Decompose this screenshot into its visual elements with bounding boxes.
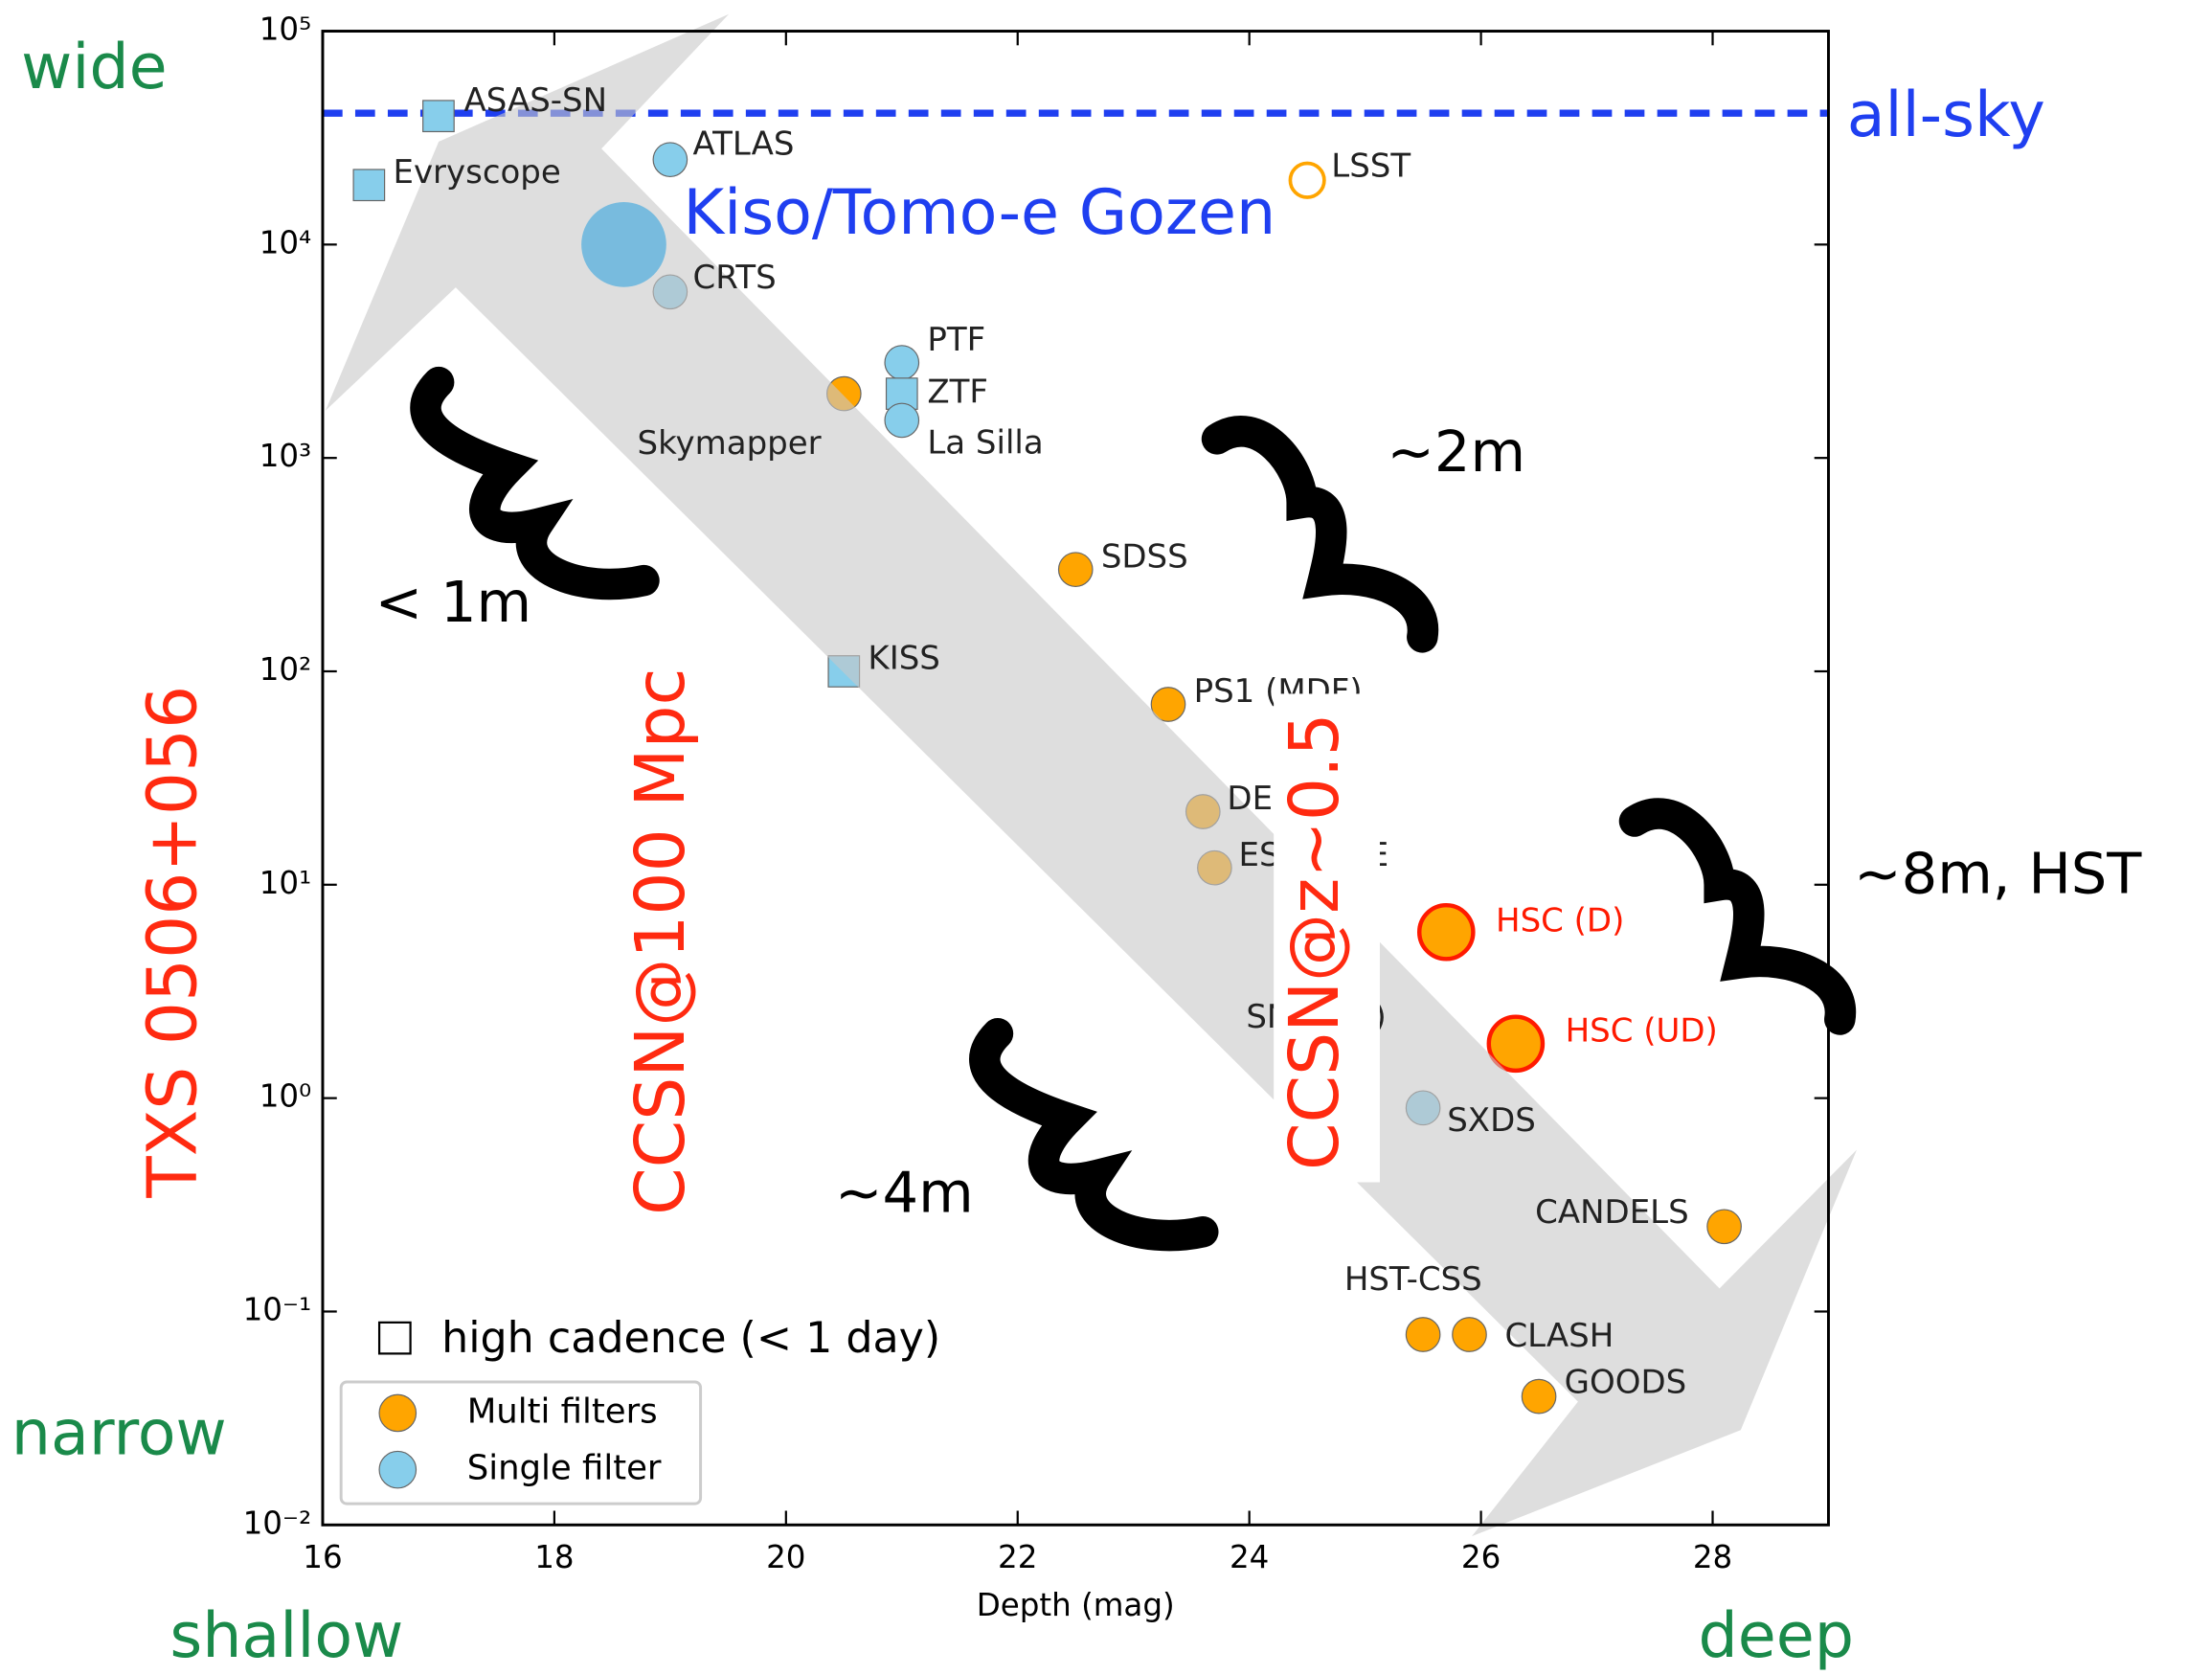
point-label: Evryscope [393,153,560,192]
point-label: ZTF [927,373,988,412]
point [653,143,687,176]
annotation: ~2m [1387,419,1525,485]
point-label: ASAS-SN [464,81,608,120]
all-sky-label: all-sky [1847,79,2045,151]
annotation: shallow [169,1600,403,1672]
point-label: Kiso/Tomo-e Gozen [684,177,1276,249]
point-label: Skymapper [638,424,822,463]
point-label: ATLAS [693,124,795,163]
legend-marker [379,1451,416,1487]
y-tick-label: 10⁻¹ [243,1291,312,1327]
y-tick-label: 10⁻² [243,1505,312,1541]
point-label: CLASH [1504,1317,1614,1355]
y-tick-label: 10² [260,651,311,688]
point [1707,1210,1741,1243]
cadence-icon [379,1323,411,1354]
legend-marker [379,1394,416,1431]
point [1522,1379,1555,1413]
point-label: CRTS [693,259,777,297]
y-tick-label: 10¹ [260,865,311,901]
point-label: PTF [927,321,985,359]
annotation: CCSN@100 Mpc [621,668,700,1214]
squiggle [984,1033,1203,1235]
point [353,170,385,201]
point-label: KISS [868,640,939,678]
point-label: La Silla [927,424,1043,463]
point-label: SXDS [1447,1101,1536,1140]
point [1419,905,1473,959]
cadence-note: high cadence (< 1 day) [441,1314,940,1363]
point [1453,1318,1486,1351]
legend-label: Multi filters [467,1392,658,1431]
point-label: CANDELS [1535,1193,1689,1232]
point [885,403,918,437]
x-tick-label: 22 [998,1539,1037,1575]
point-label: SDSS [1101,537,1188,576]
point [885,346,918,379]
x-tick-label: 26 [1461,1539,1501,1575]
point [1406,1318,1439,1351]
x-tick-label: 18 [534,1539,574,1575]
annotation: CCSN@z~0.5 [1275,713,1354,1170]
annotation: ~8m, HST [1854,841,2142,907]
point [423,101,455,132]
point [1058,553,1092,586]
y-tick-label: 10⁴ [260,224,311,260]
annotation: narrow [11,1398,227,1470]
page: {"chart_data": { "type": "scatter", "xla… [0,0,2212,1675]
point-label: GOODS [1565,1363,1687,1401]
x-axis-label: Depth (mag) [977,1587,1175,1623]
x-tick-label: 20 [766,1539,805,1575]
annotation: deep [1699,1600,1855,1672]
point-label: LSST [1331,147,1411,185]
y-tick-label: 10⁰ [260,1078,311,1115]
y-tick-label: 10⁵ [260,11,311,48]
point-label: HSC (D) [1496,901,1624,939]
annotation: < 1m [375,569,531,635]
point [1290,164,1323,197]
x-tick-label: 28 [1693,1539,1732,1575]
legend-label: Single filter [467,1449,662,1488]
point-label: HST-CSS [1344,1260,1482,1299]
x-tick-label: 16 [303,1539,342,1575]
annotation: TXS 0506+056 [132,686,212,1199]
point-label: HSC (UD) [1566,1011,1718,1050]
x-tick-label: 24 [1230,1539,1269,1575]
annotation: wide [21,32,168,103]
chart: all-skySkymapperSDSSPS1 (MDF)DESESSENCEH… [0,0,2212,1675]
squiggle [1635,813,1840,1019]
annotation: ~4m [835,1159,974,1225]
y-tick-label: 10³ [260,438,311,474]
